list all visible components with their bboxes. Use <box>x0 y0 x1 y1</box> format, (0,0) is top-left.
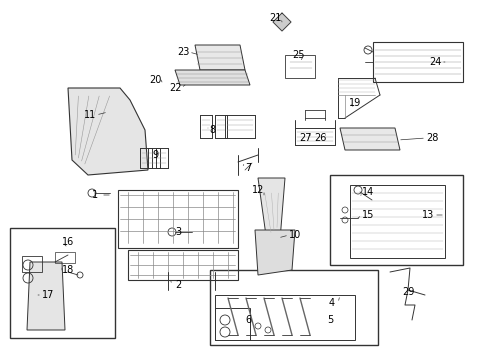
Text: 24: 24 <box>429 57 441 67</box>
Bar <box>55 252 75 263</box>
Polygon shape <box>68 88 148 175</box>
Text: 21: 21 <box>269 13 281 23</box>
Text: 3: 3 <box>175 227 181 237</box>
Text: 11: 11 <box>84 110 96 120</box>
Text: 27: 27 <box>299 133 311 143</box>
Text: 1: 1 <box>92 190 98 200</box>
Polygon shape <box>273 13 291 31</box>
Text: 19: 19 <box>349 98 361 108</box>
Text: 12: 12 <box>252 185 264 195</box>
Polygon shape <box>258 178 285 250</box>
Polygon shape <box>340 128 400 150</box>
Text: 22: 22 <box>169 83 181 93</box>
Text: 4: 4 <box>329 298 335 308</box>
Bar <box>128 250 238 280</box>
Text: 14: 14 <box>362 187 374 197</box>
Text: 2: 2 <box>175 280 181 290</box>
Text: 8: 8 <box>209 125 215 135</box>
Text: 28: 28 <box>426 133 438 143</box>
Bar <box>215 308 250 340</box>
Bar <box>373 42 463 82</box>
Bar <box>118 190 238 248</box>
Polygon shape <box>195 45 245 70</box>
Text: 25: 25 <box>292 50 304 60</box>
Text: 6: 6 <box>245 315 251 325</box>
Text: 20: 20 <box>149 75 161 85</box>
Text: 13: 13 <box>422 210 434 220</box>
Bar <box>350 185 445 258</box>
Polygon shape <box>255 230 295 275</box>
Text: 5: 5 <box>327 315 333 325</box>
Bar <box>10 228 115 338</box>
Text: 18: 18 <box>62 265 74 275</box>
Bar <box>210 270 378 345</box>
Polygon shape <box>175 70 250 85</box>
Bar <box>215 295 355 340</box>
Text: 23: 23 <box>177 47 189 57</box>
Text: 7: 7 <box>245 163 251 173</box>
Text: 9: 9 <box>152 150 158 160</box>
Text: 26: 26 <box>314 133 326 143</box>
Bar <box>22 256 42 272</box>
Text: 10: 10 <box>289 230 301 240</box>
Bar <box>285 55 315 78</box>
Text: 29: 29 <box>402 287 414 297</box>
Text: 17: 17 <box>42 290 54 300</box>
Text: 16: 16 <box>62 237 74 247</box>
Text: 15: 15 <box>362 210 374 220</box>
Bar <box>330 175 463 265</box>
Polygon shape <box>27 262 65 330</box>
